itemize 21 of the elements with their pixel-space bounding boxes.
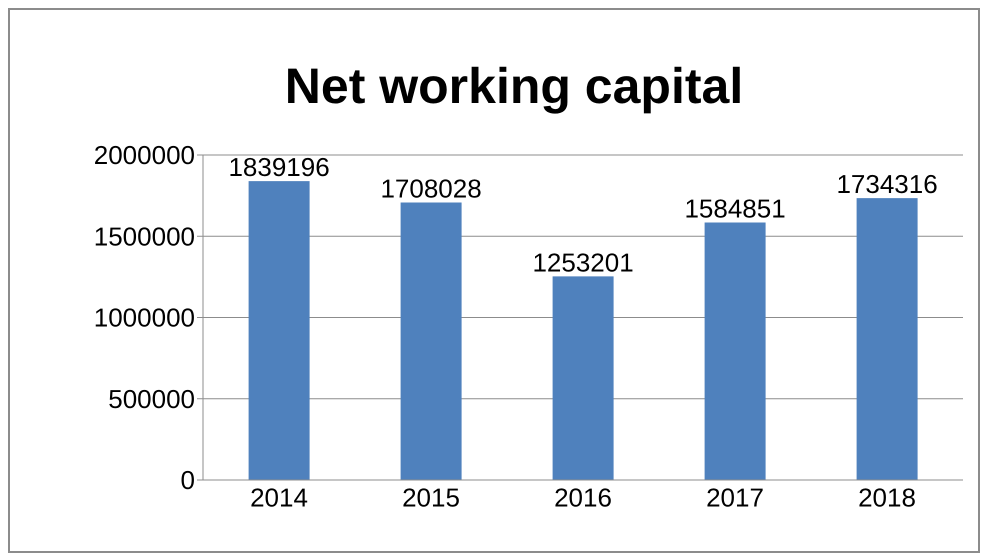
data-label: 1839196 bbox=[228, 152, 330, 182]
y-tick-label: 1000000 bbox=[94, 302, 195, 333]
bar bbox=[400, 202, 462, 480]
chart-title: Net working capital bbox=[284, 57, 744, 115]
data-label: 1734316 bbox=[836, 169, 938, 200]
x-tick-label: 2017 bbox=[706, 482, 764, 512]
x-tick-label: 2014 bbox=[250, 482, 308, 512]
data-label: 1708028 bbox=[380, 173, 482, 204]
y-tick-label: 1500000 bbox=[94, 221, 195, 252]
bar bbox=[552, 276, 614, 480]
x-tick-label: 2018 bbox=[858, 482, 916, 512]
bar bbox=[856, 198, 918, 480]
x-tick-label: 2015 bbox=[402, 482, 460, 512]
data-label: 1584851 bbox=[684, 193, 786, 224]
x-tick-label: 2016 bbox=[554, 482, 612, 512]
y-tick-label: 500000 bbox=[108, 384, 195, 414]
bar bbox=[704, 222, 766, 480]
y-tick-label: 0 bbox=[180, 465, 195, 496]
y-tick-label: 2000000 bbox=[94, 140, 195, 170]
data-label: 1253201 bbox=[532, 247, 634, 278]
bar bbox=[248, 181, 310, 480]
